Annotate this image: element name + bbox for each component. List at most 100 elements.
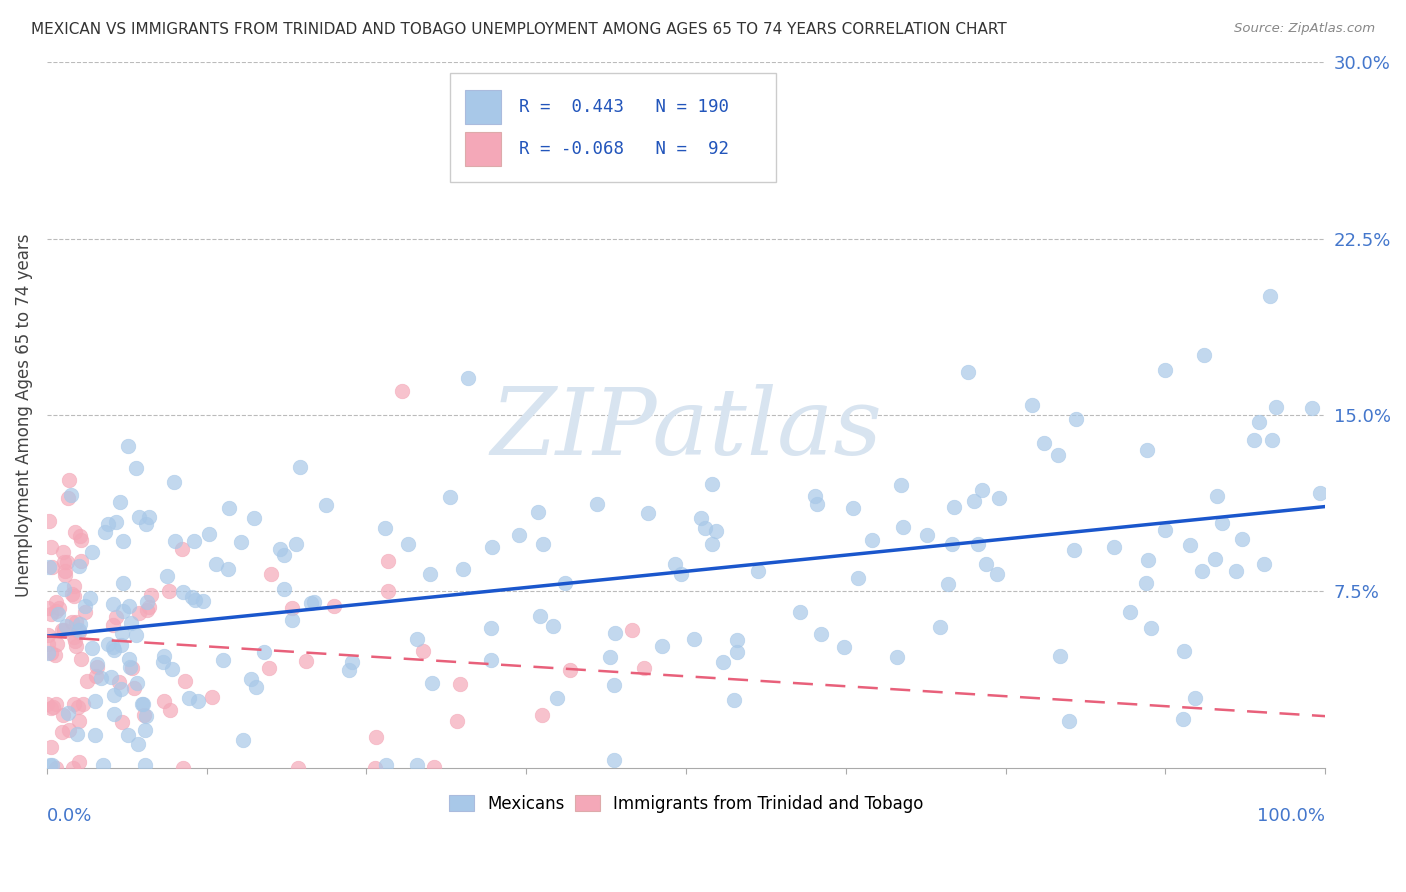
Point <box>125 628 148 642</box>
Point <box>45 761 67 775</box>
Point <box>273 548 295 562</box>
Point <box>56 555 79 569</box>
Point <box>527 505 550 519</box>
Point <box>135 516 157 531</box>
Point <box>63 634 86 648</box>
Point <box>301 596 323 610</box>
Point <box>39 607 62 621</box>
Point <box>337 663 360 677</box>
Point <box>560 664 582 678</box>
Point <box>967 537 990 551</box>
Point <box>67 625 90 640</box>
Point <box>340 655 363 669</box>
Point <box>543 619 565 633</box>
Point <box>138 600 160 615</box>
Text: MEXICAN VS IMMIGRANTS FROM TRINIDAD AND TOBAGO UNEMPLOYMENT AMONG AGES 65 TO 74 : MEXICAN VS IMMIGRANTS FROM TRINIDAD AND … <box>31 22 1007 37</box>
Point <box>127 737 149 751</box>
Point <box>86 657 108 671</box>
Point <box>1046 448 1069 462</box>
Point <box>702 477 724 491</box>
Point <box>118 599 141 613</box>
Point <box>39 700 62 714</box>
Point <box>1118 605 1140 619</box>
Point <box>941 537 963 551</box>
Point <box>37 600 59 615</box>
Point <box>55 619 77 633</box>
Point <box>1140 621 1163 635</box>
Point <box>1033 436 1056 450</box>
Point <box>683 632 706 646</box>
Text: R =  0.443   N = 190: R = 0.443 N = 190 <box>519 97 728 116</box>
Point <box>39 646 62 660</box>
Point <box>131 697 153 711</box>
Point <box>651 640 673 654</box>
Point <box>201 690 224 705</box>
Point <box>446 714 468 728</box>
Point <box>44 648 66 662</box>
Point <box>1205 489 1227 503</box>
Point <box>56 491 79 505</box>
Point <box>84 668 107 682</box>
Point <box>45 595 67 609</box>
Point <box>67 755 90 769</box>
Point <box>79 591 101 606</box>
Point <box>110 495 132 509</box>
Point <box>789 605 811 619</box>
Point <box>184 592 207 607</box>
Point <box>253 645 276 659</box>
Point <box>70 652 93 666</box>
Point <box>217 562 239 576</box>
Point <box>1301 401 1323 416</box>
Point <box>117 728 139 742</box>
Point <box>605 626 627 640</box>
Point <box>323 599 346 614</box>
Point <box>132 708 155 723</box>
Point <box>105 515 128 529</box>
Point <box>110 638 132 652</box>
Point <box>531 537 554 551</box>
Point <box>100 670 122 684</box>
Point <box>669 567 692 582</box>
Point <box>1049 649 1071 664</box>
Point <box>73 605 96 619</box>
Point <box>706 524 728 538</box>
Point <box>377 554 399 568</box>
Point <box>112 604 135 618</box>
Point <box>449 676 471 690</box>
Point <box>69 554 91 568</box>
Point <box>391 384 413 399</box>
Point <box>218 501 240 516</box>
Point <box>110 625 132 640</box>
Point <box>269 542 291 557</box>
Point <box>58 473 80 487</box>
Point <box>170 542 193 557</box>
Point <box>97 516 120 531</box>
Point <box>118 652 141 666</box>
Point <box>1260 433 1282 447</box>
Point <box>396 537 419 551</box>
Point <box>1178 538 1201 552</box>
Point <box>842 500 865 515</box>
Point <box>41 560 63 574</box>
Point <box>75 599 97 613</box>
Point <box>62 761 84 775</box>
Point <box>956 365 979 379</box>
Point <box>46 607 69 621</box>
Point <box>52 544 75 558</box>
Point <box>546 691 568 706</box>
Point <box>554 575 576 590</box>
Point <box>157 584 180 599</box>
Point <box>621 623 644 637</box>
Point <box>1192 347 1215 361</box>
Point <box>232 733 254 747</box>
Point <box>39 540 62 554</box>
Point <box>80 640 103 655</box>
Point <box>65 640 87 654</box>
Point <box>1064 412 1087 426</box>
Point <box>1184 690 1206 705</box>
Point <box>1059 714 1081 729</box>
Point <box>974 557 997 571</box>
Legend: Mexicans, Immigrants from Trinidad and Tobago: Mexicans, Immigrants from Trinidad and T… <box>443 788 929 820</box>
Point <box>1258 288 1281 302</box>
FancyBboxPatch shape <box>450 73 776 182</box>
